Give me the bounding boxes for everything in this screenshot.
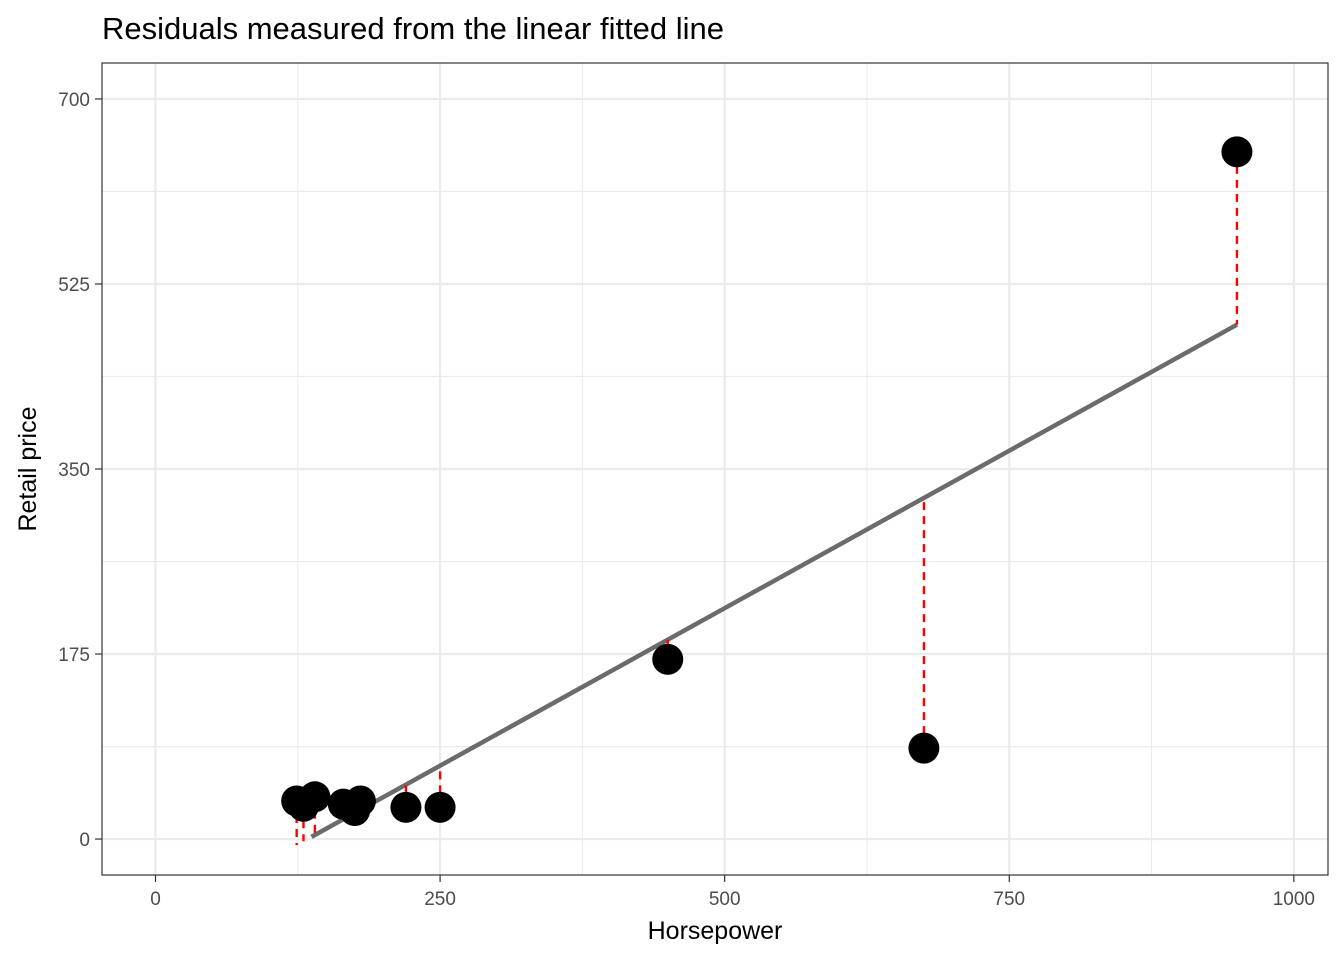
data-point <box>390 791 422 823</box>
y-tick-label: 700 <box>58 90 90 111</box>
y-tick-label: 0 <box>79 830 90 851</box>
x-tick-label: 0 <box>150 889 161 910</box>
x-axis-title: Horsepower <box>648 917 783 945</box>
x-tick-label: 500 <box>709 889 741 910</box>
residuals-layer <box>295 151 1239 846</box>
data-point <box>424 791 456 823</box>
x-tick-label: 250 <box>424 889 456 910</box>
data-point <box>908 732 940 764</box>
axes: 0 250 500 750 1000 0 175 350 525 700 <box>58 90 1315 910</box>
y-tick-label: 350 <box>58 460 90 481</box>
data-point <box>299 781 331 813</box>
grid <box>102 63 1328 875</box>
points-layer <box>281 136 1253 827</box>
data-point <box>344 785 376 817</box>
x-tick-label: 750 <box>993 889 1025 910</box>
fitted-line <box>310 322 1239 839</box>
y-tick-label: 175 <box>58 645 90 666</box>
y-tick-label: 525 <box>58 275 90 296</box>
fit-line-layer <box>310 322 1239 839</box>
data-point <box>652 643 684 675</box>
x-tick-label: 1000 <box>1273 889 1315 910</box>
y-axis-title: Retail price <box>14 406 42 531</box>
data-point <box>1221 136 1253 168</box>
chart-title: Residuals measured from the linear fitte… <box>102 11 724 46</box>
